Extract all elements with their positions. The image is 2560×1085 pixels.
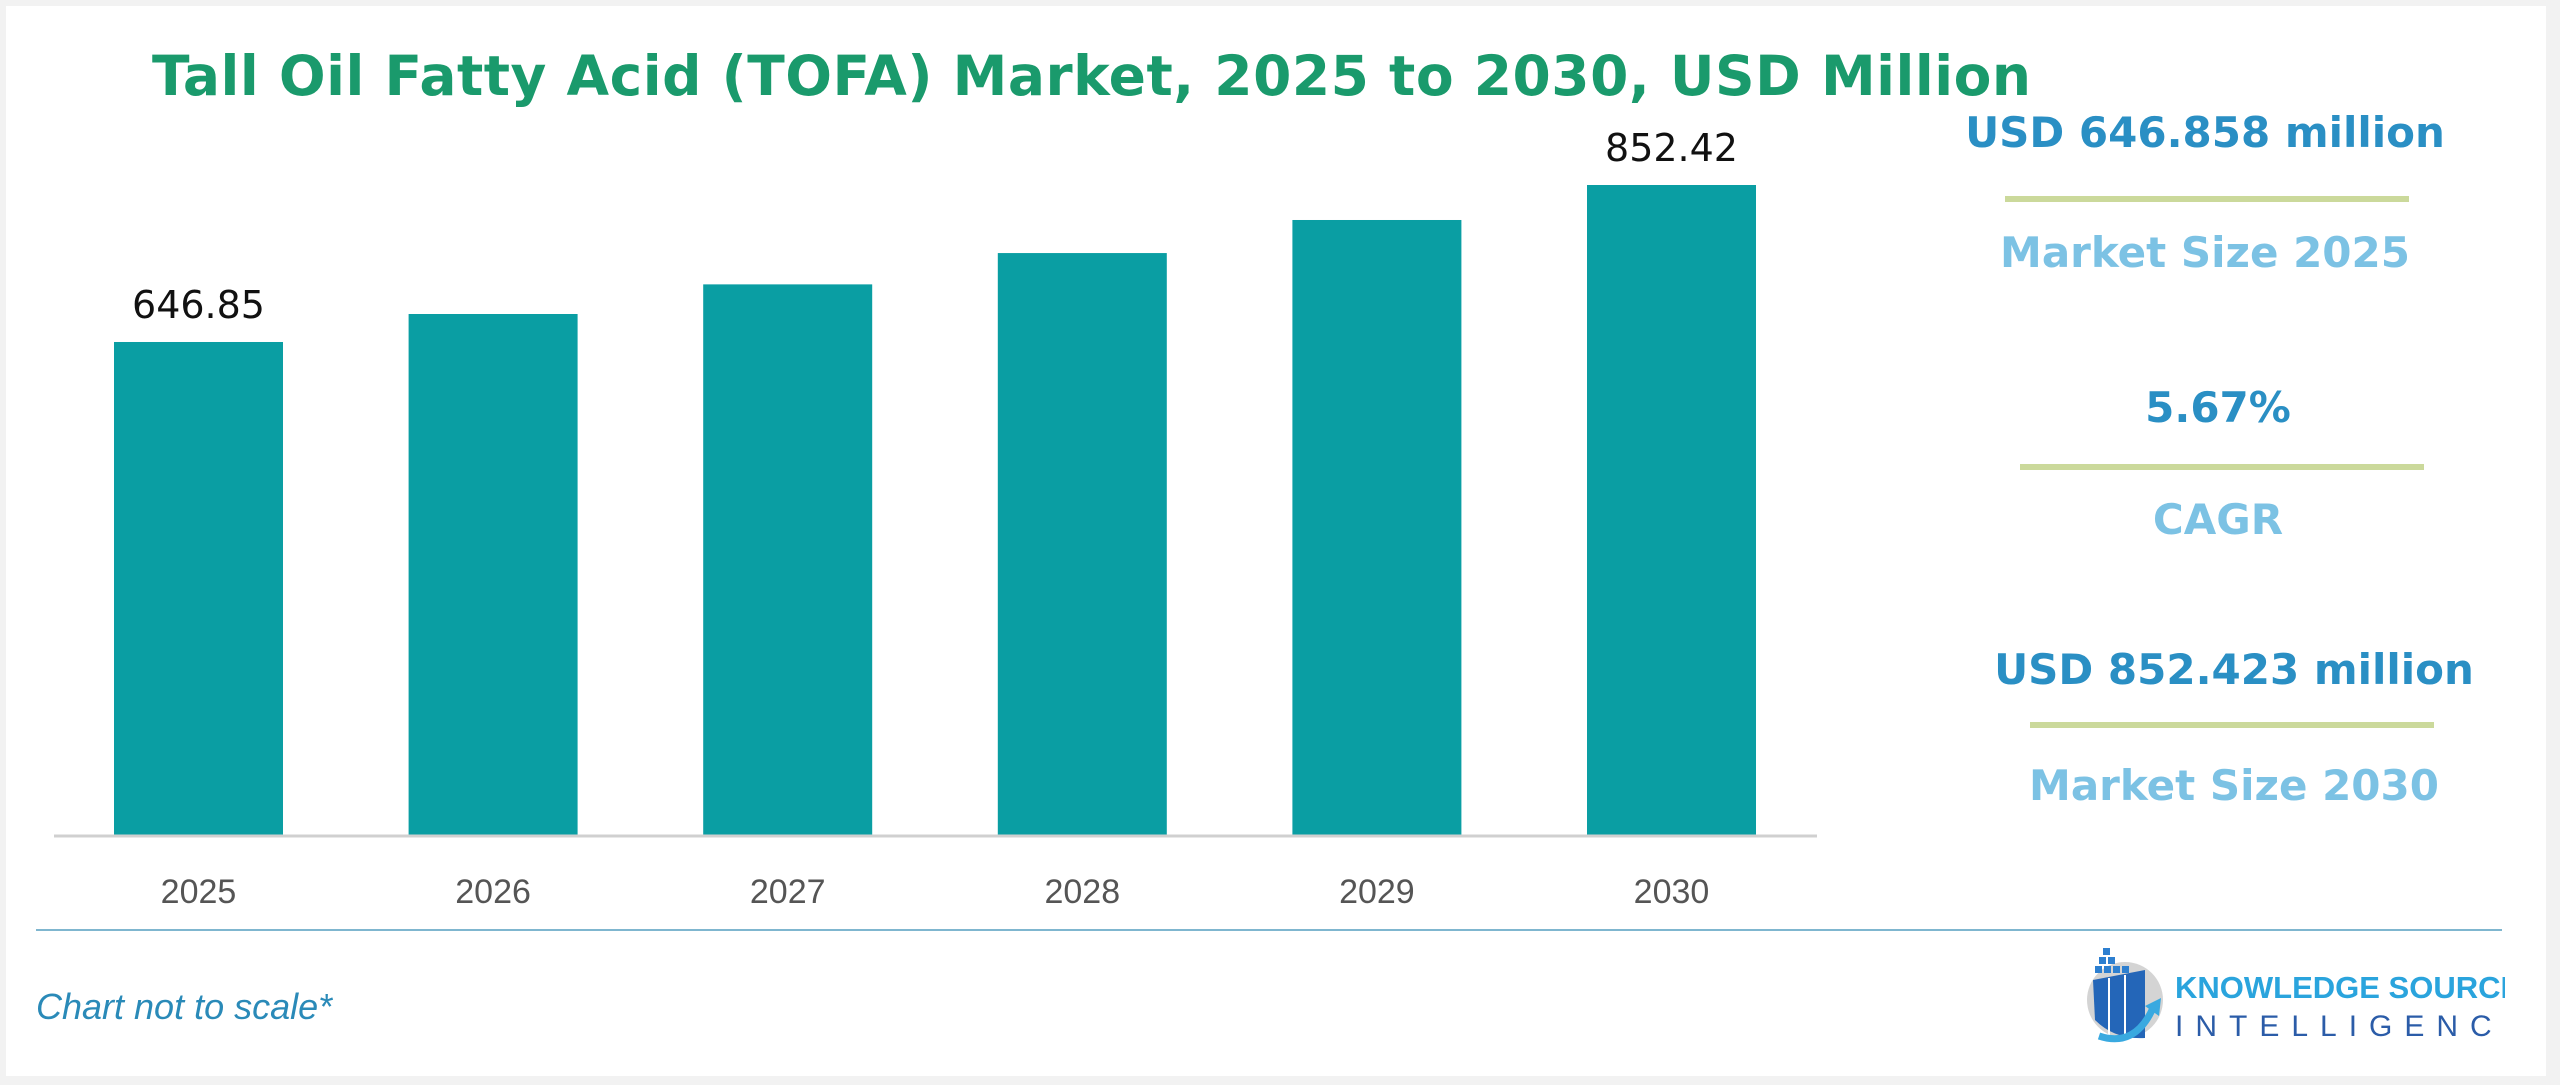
kpi-divider (2020, 464, 2424, 470)
logo-text-line1: KNOWLEDGE SOURCING (2175, 970, 2505, 1005)
bar-2026 (408, 314, 578, 836)
divider-line (36, 929, 2502, 931)
logo-arrow-icon (2097, 1006, 2157, 1043)
x-tick-label: 2025 (161, 873, 237, 911)
data-label: 852.42 (1605, 126, 1738, 170)
knowledge-sourcing-logo: KNOWLEDGE SOURCING INTELLIGENCE (2087, 948, 2505, 1043)
bar-chart: 2025 646.85 2026 2027 2028 2029 2030 852.42 (54, 126, 1817, 911)
bar-2030 (1587, 185, 1756, 836)
kpi-cagr-label: CAGR (2152, 495, 2284, 544)
logo-text-line2: INTELLIGENCE (2175, 1010, 2505, 1043)
x-tick-label: 2027 (750, 873, 826, 911)
kpi-market-size-2030-label: Market Size 2030 (2029, 761, 2439, 810)
data-label: 646.85 (132, 283, 265, 327)
kpi-market-size-2030-value: USD 852.423 million (1994, 645, 2474, 694)
x-tick-label: 2029 (1339, 873, 1415, 911)
bar-2028 (997, 253, 1167, 837)
kpi-divider (2005, 196, 2409, 202)
x-tick-label: 2026 (455, 873, 531, 911)
bar-2027 (703, 284, 873, 837)
logo-bars-icon (2093, 970, 2145, 1039)
kpi-market-size-2025-value: USD 646.858 million (1965, 108, 2445, 157)
kpi-divider (2030, 722, 2434, 728)
bar-2029 (1292, 219, 1462, 836)
bar-2025 (114, 341, 283, 836)
footnote: Chart not to scale* (36, 986, 333, 1027)
kpi-market-size-2025-label: Market Size 2025 (2000, 228, 2410, 277)
kpi-cagr-value: 5.67% (2145, 383, 2291, 432)
x-tick-label: 2028 (1044, 873, 1120, 911)
x-tick-label: 2030 (1634, 873, 1710, 911)
chart-title: Tall Oil Fatty Acid (TOFA) Market, 2025 … (152, 44, 2032, 108)
